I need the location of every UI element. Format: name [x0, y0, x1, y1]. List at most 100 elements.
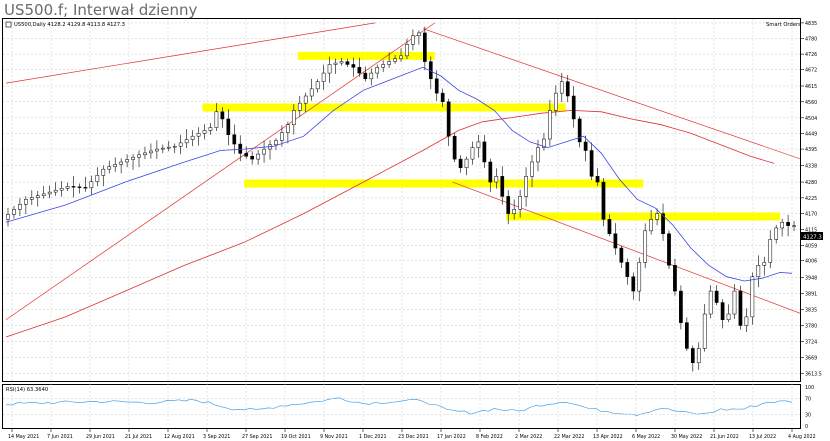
candle-body [643, 230, 648, 263]
candle-body [351, 64, 356, 68]
x-tick-label: 30 May 2022 [671, 434, 702, 440]
candle-body [297, 102, 302, 111]
candle-body [399, 55, 403, 59]
candle-body [553, 92, 558, 111]
candle-body [369, 72, 374, 80]
candle-body [506, 196, 511, 214]
candle-body [89, 181, 94, 189]
x-tick-label: 8 Feb 2022 [476, 434, 503, 440]
x-tick-label: 1 Dec 2021 [359, 434, 387, 440]
ma-fast-line [5, 66, 793, 282]
candle-body [530, 161, 534, 177]
candle-body [244, 153, 249, 157]
candle-body [673, 265, 677, 292]
y-tick-label: 4059 [805, 243, 817, 249]
candle-body [77, 186, 82, 188]
candle-body [768, 239, 773, 263]
candle-body [744, 316, 749, 326]
x-tick-label: 7 Jun 2021 [47, 434, 73, 440]
candle-body [345, 61, 350, 65]
candle-body [446, 101, 451, 137]
candle-body [166, 146, 171, 149]
y-tick-label: 4280 [805, 180, 817, 186]
candlesticks [6, 26, 796, 372]
candle-body [18, 204, 22, 210]
candle-body [696, 348, 701, 364]
candle-body [280, 132, 284, 141]
candle-body [190, 135, 195, 140]
x-tick-label: 13 Jul 2022 [749, 434, 776, 440]
candle-body [476, 141, 481, 148]
x-tick-label: 22 Mar 2022 [554, 434, 584, 440]
y-tick-label: 4395 [805, 147, 817, 153]
candle-body [440, 92, 445, 103]
y-tick-label: 4726 [805, 52, 817, 58]
candle-body [613, 233, 618, 249]
candle-body [59, 188, 64, 191]
candle-body [542, 138, 546, 148]
y-tick-label: 4170 [805, 212, 817, 218]
candle-body [357, 67, 362, 74]
candle-body [202, 130, 207, 134]
candle-body [387, 61, 391, 65]
chart-frame: 4835 4780 4726 4672 4615 4560 4504 4449 4395 4338… [2, 18, 823, 440]
candle-body [625, 262, 630, 277]
candle-body [762, 262, 767, 266]
candle-body [518, 196, 522, 210]
zone-band [506, 212, 781, 221]
y-tick-label: 4338 [805, 163, 817, 169]
candle-body [12, 209, 16, 215]
candle-body [708, 290, 713, 315]
candle-body [577, 118, 582, 143]
candle-body [333, 62, 338, 65]
candle-body [143, 152, 147, 156]
candle-body [149, 150, 153, 154]
candle-body [464, 158, 469, 168]
candle-body [393, 58, 397, 62]
rsi-tick-label: 0 [805, 424, 808, 430]
candle-body [226, 118, 231, 135]
rsi-tick-label: 100 [805, 385, 814, 391]
candle-body [250, 156, 255, 160]
candle-body [690, 348, 695, 364]
candle-body [71, 186, 76, 188]
candle-body [732, 290, 737, 315]
rsi-polyline [5, 397, 793, 416]
candle-body [583, 141, 588, 151]
candle-body [291, 110, 296, 125]
trendlines [5, 22, 800, 321]
x-tick-label: 23 Dec 2021 [398, 434, 429, 440]
candle-body [303, 95, 308, 104]
candle-body [375, 67, 380, 74]
candle-body [738, 290, 743, 326]
y-tick-label: 4835 [805, 21, 817, 27]
zone-band [244, 179, 644, 188]
candle-body [679, 290, 683, 323]
candle-body [107, 166, 112, 170]
candle-body [101, 168, 106, 176]
y-tick-label: 4504 [805, 116, 817, 122]
candle-body [113, 164, 118, 168]
candle-body [286, 124, 290, 133]
y-tick-label: 4006 [805, 259, 817, 265]
candle-body [53, 189, 58, 193]
y-axis-ticks: 4835 4780 4726 4672 4615 4560 4504 4449 4395 4338… [800, 21, 822, 377]
rsi-tick-label: 70 [805, 397, 811, 403]
candle-body [131, 156, 135, 160]
rsi-axis-ticks: 100 70 30 0 [3, 385, 814, 430]
candle-body [685, 322, 689, 349]
candle-body [595, 176, 600, 183]
candle-body [327, 64, 332, 74]
instrument-marker [5, 21, 12, 28]
candle-body [214, 111, 219, 128]
x-tick-label: 4 Aug 2022 [788, 434, 816, 440]
x-tick-label: 12 Aug 2021 [164, 434, 195, 440]
candle-body [607, 219, 612, 234]
candle-body [786, 221, 790, 226]
instrument-label: US500,Daily 4128.2 4129.8 4113.8 4127.3 [14, 22, 125, 28]
candle-body [559, 81, 564, 94]
grid-lines [3, 19, 800, 428]
x-axis-ticks: 14 May 2021 7 Jun 2021 29 Jun 2021 21 Jul 2… [8, 429, 816, 440]
candle-body [756, 265, 761, 277]
x-tick-label: 13 Apr 2022 [593, 434, 623, 440]
